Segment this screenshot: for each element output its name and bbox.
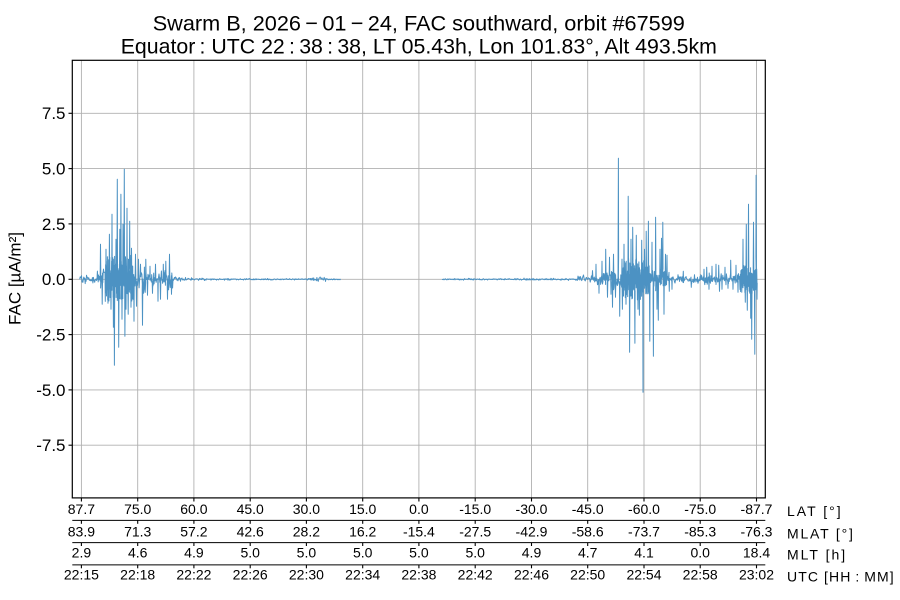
- svg-text:4.9: 4.9: [522, 545, 542, 561]
- svg-text:28.2: 28.2: [293, 524, 320, 540]
- svg-text:22:34: 22:34: [345, 567, 380, 583]
- svg-text:57.2: 57.2: [180, 524, 207, 540]
- svg-text:-87.7: -87.7: [741, 501, 773, 517]
- svg-text:22:22: 22:22: [176, 567, 211, 583]
- svg-text:22:54: 22:54: [626, 567, 661, 583]
- svg-text:16.2: 16.2: [349, 524, 376, 540]
- svg-text:-85.3: -85.3: [684, 524, 716, 540]
- svg-text:22:15: 22:15: [64, 567, 99, 583]
- svg-text:87.7: 87.7: [68, 501, 95, 517]
- svg-text:-76.3: -76.3: [741, 524, 773, 540]
- svg-text:-75.0: -75.0: [684, 501, 716, 517]
- svg-text:18.4: 18.4: [743, 545, 770, 561]
- svg-text:83.9: 83.9: [68, 524, 95, 540]
- svg-text:0.0: 0.0: [409, 501, 429, 517]
- svg-text:75.0: 75.0: [124, 501, 151, 517]
- svg-text:5.0: 5.0: [240, 545, 260, 561]
- svg-text:22:46: 22:46: [514, 567, 549, 583]
- svg-text:22:18: 22:18: [120, 567, 155, 583]
- svg-text:60.0: 60.0: [180, 501, 207, 517]
- svg-text:-27.5: -27.5: [459, 524, 491, 540]
- svg-text:15.0: 15.0: [349, 501, 376, 517]
- svg-text:22:38: 22:38: [401, 567, 436, 583]
- svg-text:42.6: 42.6: [237, 524, 264, 540]
- svg-text:MLT [h]: MLT [h]: [787, 547, 847, 563]
- svg-text:-73.7: -73.7: [628, 524, 660, 540]
- svg-text:Swarm B, 2026 − 01 − 24, FAC: Swarm B, 2026 − 01 − 24, FAC southward, …: [153, 11, 685, 36]
- svg-text:5.0: 5.0: [465, 545, 485, 561]
- svg-text:4.9: 4.9: [184, 545, 204, 561]
- svg-text:5.0: 5.0: [353, 545, 373, 561]
- svg-text:LAT [°]: LAT [°]: [787, 503, 843, 519]
- svg-text:4.6: 4.6: [128, 545, 148, 561]
- svg-text:0.0: 0.0: [690, 545, 710, 561]
- svg-text:30.0: 30.0: [293, 501, 320, 517]
- svg-text:FAC [µA/m²]: FAC [µA/m²]: [6, 232, 25, 325]
- svg-text:23:02: 23:02: [739, 567, 774, 583]
- svg-text:4.1: 4.1: [634, 545, 654, 561]
- svg-text:MLAT [°]: MLAT [°]: [787, 526, 855, 542]
- svg-text:22:42: 22:42: [458, 567, 493, 583]
- svg-text:UTC [HH : MM]: UTC [HH : MM]: [787, 569, 895, 585]
- svg-text:2.9: 2.9: [72, 545, 92, 561]
- svg-text:22:26: 22:26: [233, 567, 268, 583]
- svg-text:-15.4: -15.4: [403, 524, 435, 540]
- svg-text:-15.0: -15.0: [459, 501, 491, 517]
- svg-text:-45.0: -45.0: [572, 501, 604, 517]
- svg-text:-30.0: -30.0: [516, 501, 548, 517]
- svg-text:22:58: 22:58: [683, 567, 718, 583]
- svg-text:7.5: 7.5: [42, 104, 66, 123]
- svg-text:71.3: 71.3: [124, 524, 151, 540]
- svg-text:-42.9: -42.9: [516, 524, 548, 540]
- svg-text:Equator : UTC 22 : 38 : 38,: Equator : UTC 22 : 38 : 38, LT 05.43h, L…: [121, 34, 717, 58]
- svg-text:-2.5: -2.5: [36, 326, 65, 345]
- svg-text:5.0: 5.0: [42, 160, 66, 179]
- svg-text:-7.5: -7.5: [36, 436, 65, 455]
- svg-text:5.0: 5.0: [297, 545, 317, 561]
- svg-text:-58.6: -58.6: [572, 524, 604, 540]
- svg-text:22:30: 22:30: [289, 567, 324, 583]
- svg-text:22:50: 22:50: [570, 567, 605, 583]
- svg-text:0.0: 0.0: [42, 270, 66, 289]
- svg-text:-60.0: -60.0: [628, 501, 660, 517]
- svg-text:4.7: 4.7: [578, 545, 598, 561]
- svg-text:45.0: 45.0: [237, 501, 264, 517]
- svg-text:2.5: 2.5: [42, 215, 66, 234]
- svg-text:5.0: 5.0: [409, 545, 429, 561]
- svg-text:-5.0: -5.0: [36, 381, 65, 400]
